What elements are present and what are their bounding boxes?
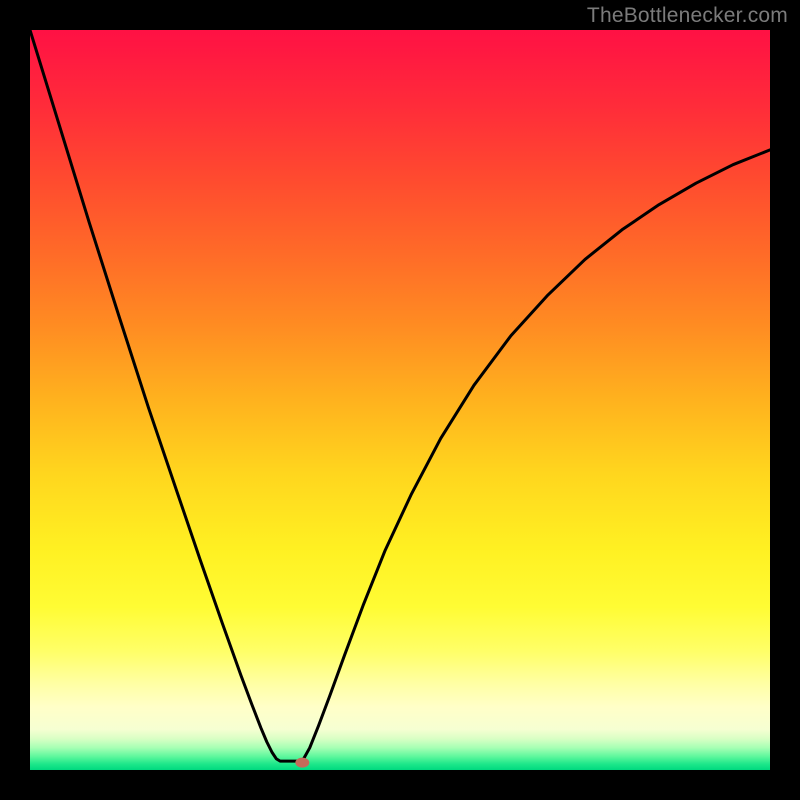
bottleneck-curve — [30, 30, 770, 761]
chart-svg — [30, 30, 770, 770]
watermark-text: TheBottlenecker.com — [587, 4, 788, 28]
optimal-point-marker — [295, 758, 309, 768]
chart-plot-area — [30, 30, 770, 770]
